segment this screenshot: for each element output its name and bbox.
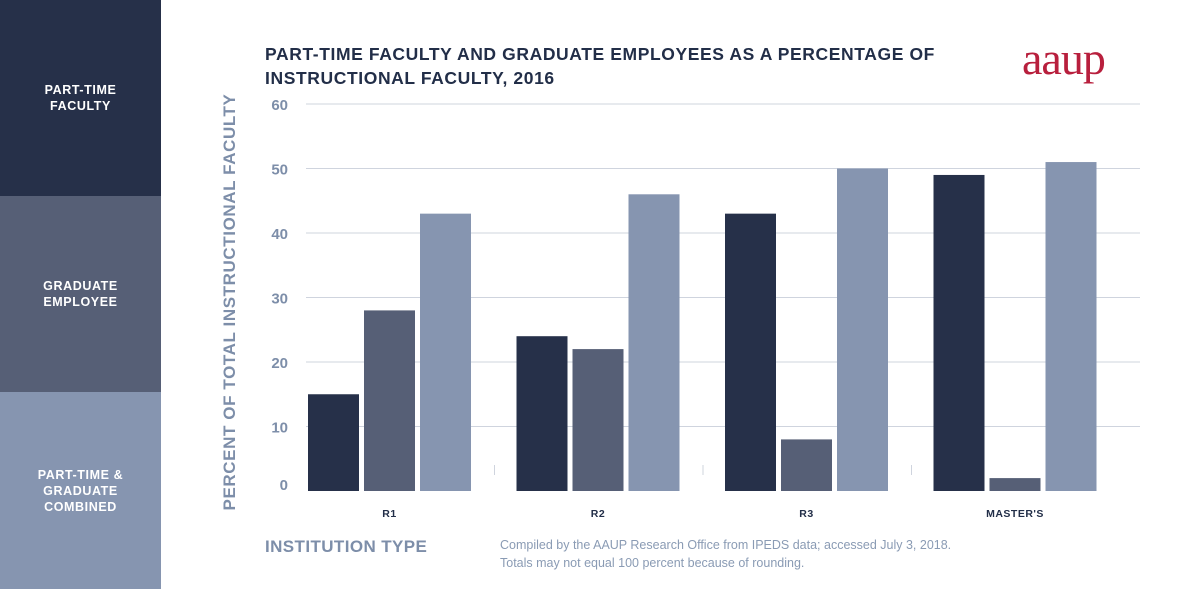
rounding-note: Totals may not equal 100 percent because… (500, 556, 805, 570)
y-tick-label: 30 (271, 291, 288, 308)
bar (420, 213, 471, 491)
y-tick-label: 40 (271, 226, 288, 243)
legend-part-time-faculty: PART-TIME FACULTY (0, 0, 161, 196)
y-tick-label: 0 (280, 477, 288, 494)
x-tick-label: R2 (591, 508, 605, 520)
bar (1045, 162, 1097, 492)
bar (781, 439, 832, 491)
x-axis-categories: R1 R2 R3 MASTER'S (382, 508, 1044, 520)
y-tick-label: 60 (271, 97, 288, 114)
y-tick-label: 20 (271, 355, 288, 372)
bar (516, 336, 568, 491)
legend-label-combined: PART-TIME & GRADUATE COMBINED (37, 467, 124, 514)
legend: PART-TIME FACULTY GRADUATE EMPLOYEE PART… (0, 0, 161, 589)
bar (933, 174, 985, 491)
y-axis-ticks: 0 10 20 30 40 50 60 (271, 97, 288, 494)
legend-combined: PART-TIME & GRADUATE COMBINED (0, 392, 161, 589)
x-tick-label: R3 (799, 508, 813, 520)
chart-title: PART-TIME FACULTY AND GRADUATE EMPLOYEES… (265, 44, 935, 88)
legend-graduate-employee: GRADUATE EMPLOYEE (0, 196, 161, 392)
x-tick-label: R1 (382, 508, 396, 520)
y-tick-label: 50 (271, 162, 288, 179)
legend-label-graduate-employee: GRADUATE EMPLOYEE (43, 279, 118, 309)
y-tick-label: 10 (271, 420, 288, 437)
bar (837, 168, 888, 491)
bar (572, 349, 624, 491)
bar (989, 478, 1041, 491)
x-tick-label: MASTER'S (986, 508, 1044, 520)
bars (308, 162, 1097, 492)
source-note: Compiled by the AAUP Research Office fro… (500, 538, 952, 552)
legend-label-part-time-faculty: PART-TIME FACULTY (44, 83, 117, 113)
bar (628, 194, 680, 492)
aaup-logo: aaup (1022, 33, 1106, 84)
x-axis-title: INSTITUTION TYPE (265, 537, 428, 556)
bar (308, 394, 359, 491)
y-axis-title: PERCENT OF TOTAL INSTRUCTIONAL FACULTY (220, 93, 239, 510)
bar (725, 213, 776, 491)
bar (364, 310, 415, 491)
